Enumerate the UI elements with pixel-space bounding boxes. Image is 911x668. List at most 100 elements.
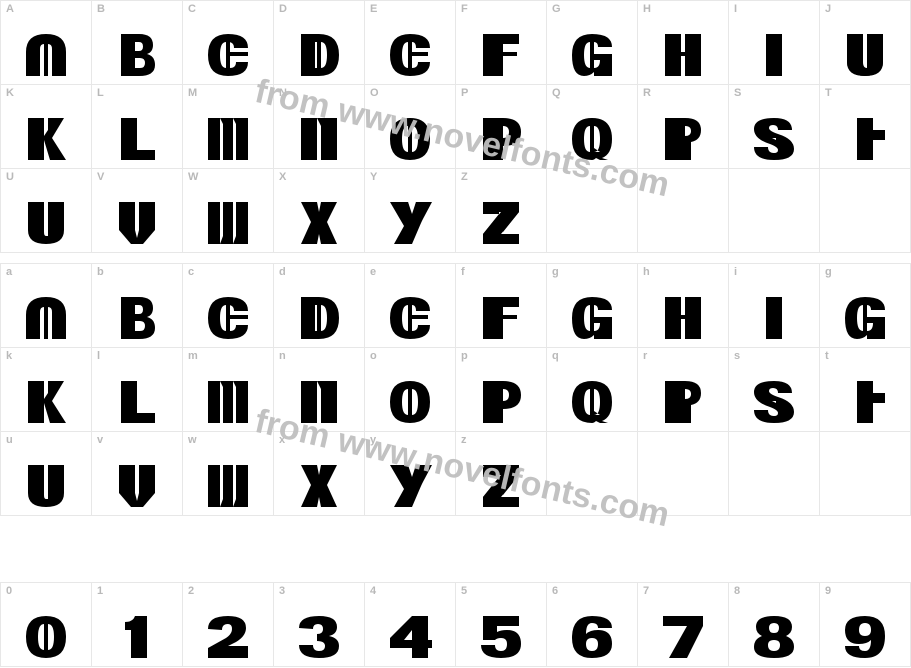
glyph-slot — [1, 348, 91, 431]
glyph-slot — [456, 432, 546, 515]
cell-label: k — [6, 350, 12, 362]
cell-label: N — [279, 87, 287, 99]
cell-label: M — [188, 87, 197, 99]
cell-label: Y — [370, 171, 377, 183]
cell-label: n — [279, 350, 286, 362]
glyph-slot — [638, 264, 728, 347]
glyph-cell: i — [729, 264, 820, 348]
glyph-L — [115, 116, 159, 160]
glyph-J — [843, 32, 887, 76]
cell-label: O — [370, 87, 379, 99]
glyph-cell: S — [729, 85, 820, 169]
cell-label: G — [552, 3, 561, 15]
cell-label: z — [461, 434, 467, 446]
cell-label: 4 — [370, 585, 376, 597]
cell-label: S — [734, 87, 741, 99]
glyph-cell — [729, 169, 820, 253]
glyph-cell: s — [729, 348, 820, 432]
glyph-slot — [92, 264, 182, 347]
glyph-cell — [729, 432, 820, 516]
cell-label: E — [370, 3, 377, 15]
glyph-cell — [547, 432, 638, 516]
glyph-cell: K — [1, 85, 92, 169]
cell-label: b — [97, 266, 104, 278]
glyph-slot — [1, 85, 91, 168]
glyph-slot — [92, 169, 182, 252]
glyph-S — [752, 116, 796, 160]
cell-label: J — [825, 3, 831, 15]
cell-label: K — [6, 87, 14, 99]
glyph-cell: F — [456, 1, 547, 85]
cell-label: 7 — [643, 585, 649, 597]
glyph-cell: J — [820, 1, 911, 85]
glyph-A — [24, 32, 68, 76]
glyph-slot — [729, 348, 819, 431]
glyph-cell: T — [820, 85, 911, 169]
glyph-slot — [456, 169, 546, 252]
glyph-slot — [92, 348, 182, 431]
glyph-Z — [479, 200, 523, 244]
glyph-y — [388, 463, 432, 507]
glyph-g — [843, 295, 887, 339]
glyph-slot — [820, 1, 910, 84]
glyph-slot — [547, 264, 637, 347]
glyph-slot — [820, 348, 910, 431]
lowercase-grid: abcdefghigklmnopqrstuvwxyz — [0, 263, 911, 516]
glyph-cell: 2 — [183, 583, 274, 667]
glyph-slot — [729, 1, 819, 84]
glyph-slot — [547, 348, 637, 431]
glyph-slot — [456, 1, 546, 84]
cell-label: T — [825, 87, 832, 99]
glyph-9 — [843, 614, 887, 658]
glyph-slot — [365, 348, 455, 431]
glyph-slot — [1, 1, 91, 84]
cell-label: D — [279, 3, 287, 15]
glyph-U — [24, 200, 68, 244]
cell-label: u — [6, 434, 13, 446]
cell-label: h — [643, 266, 650, 278]
glyph-cell: C — [183, 1, 274, 85]
glyph-4 — [388, 614, 432, 658]
glyph-e — [388, 295, 432, 339]
glyph-cell: w — [183, 432, 274, 516]
glyph-cell: r — [638, 348, 729, 432]
cell-label: x — [279, 434, 285, 446]
cell-label: m — [188, 350, 198, 362]
cell-label: p — [461, 350, 468, 362]
cell-label: g — [825, 266, 832, 278]
glyph-D — [297, 32, 341, 76]
glyph-cell: d — [274, 264, 365, 348]
cell-label: X — [279, 171, 286, 183]
glyph-cell: D — [274, 1, 365, 85]
glyph-R — [661, 116, 705, 160]
glyph-cell: N — [274, 85, 365, 169]
cell-label: t — [825, 350, 829, 362]
glyph-i — [752, 295, 796, 339]
glyph-slot — [1, 432, 91, 515]
glyph-X — [297, 200, 341, 244]
glyph-cell: p — [456, 348, 547, 432]
glyph-E — [388, 32, 432, 76]
cell-label: d — [279, 266, 286, 278]
cell-label: A — [6, 3, 14, 15]
cell-label: c — [188, 266, 194, 278]
glyph-cell: v — [92, 432, 183, 516]
cell-label: f — [461, 266, 465, 278]
cell-label: 3 — [279, 585, 285, 597]
glyph-cell: c — [183, 264, 274, 348]
glyph-slot — [729, 583, 819, 666]
glyph-cell: 4 — [365, 583, 456, 667]
glyph-cell: e — [365, 264, 456, 348]
glyph-cell: m — [183, 348, 274, 432]
glyph-slot — [92, 1, 182, 84]
glyph-F — [479, 32, 523, 76]
glyph-cell: I — [729, 1, 820, 85]
glyph-cell: q — [547, 348, 638, 432]
glyph-m — [206, 379, 250, 423]
cell-label: P — [461, 87, 468, 99]
glyph-b — [115, 295, 159, 339]
glyph-M — [206, 116, 250, 160]
glyph-cell: z — [456, 432, 547, 516]
cell-label: 6 — [552, 585, 558, 597]
glyph-cell: Z — [456, 169, 547, 253]
